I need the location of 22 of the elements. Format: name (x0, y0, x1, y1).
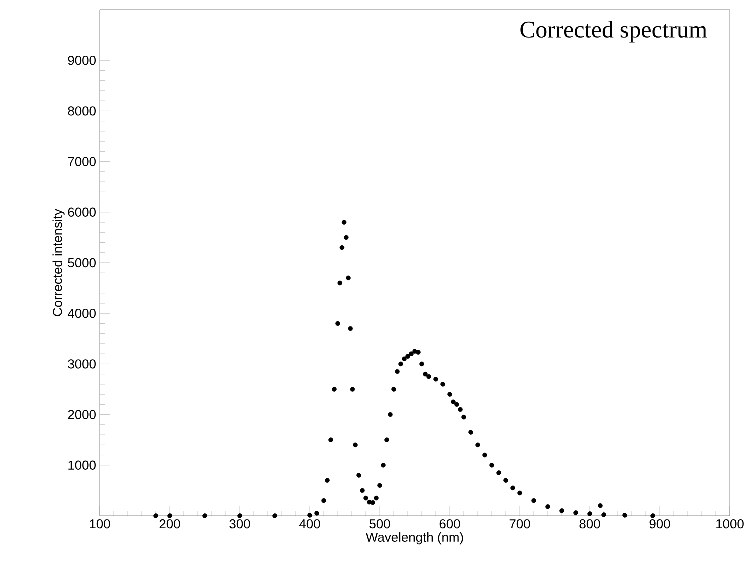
x-tick-label: 600 (440, 520, 460, 529)
y-tick-label: 4000 (68, 309, 96, 318)
y-tick-label: 9000 (68, 56, 96, 66)
y-tick-label: 1000 (68, 460, 96, 470)
x-axis-title: Wavelength (nm) (366, 532, 464, 545)
y-tick-label: 3000 (68, 360, 96, 369)
y-tick-label: 7000 (68, 157, 96, 166)
y-tick-label: 6000 (68, 208, 96, 217)
y-axis-title: Corrected intensity (52, 209, 65, 316)
y-tick-label: 5000 (68, 258, 96, 268)
x-tick-label: 200 (160, 520, 180, 529)
x-tick-label: 900 (650, 520, 670, 529)
x-tick-label: 500 (370, 520, 390, 529)
x-tick-label: 100 (90, 520, 110, 529)
chart-title: Corrected spectrum (520, 21, 708, 43)
x-tick-label: 1000 (716, 520, 744, 529)
x-tick-label: 300 (230, 520, 250, 529)
x-tick-label: 800 (580, 520, 600, 529)
y-tick-label: 2000 (68, 410, 96, 420)
y-tick-label: 8000 (68, 106, 96, 116)
x-tick-label: 700 (510, 520, 530, 529)
x-tick-label: 400 (299, 520, 320, 529)
